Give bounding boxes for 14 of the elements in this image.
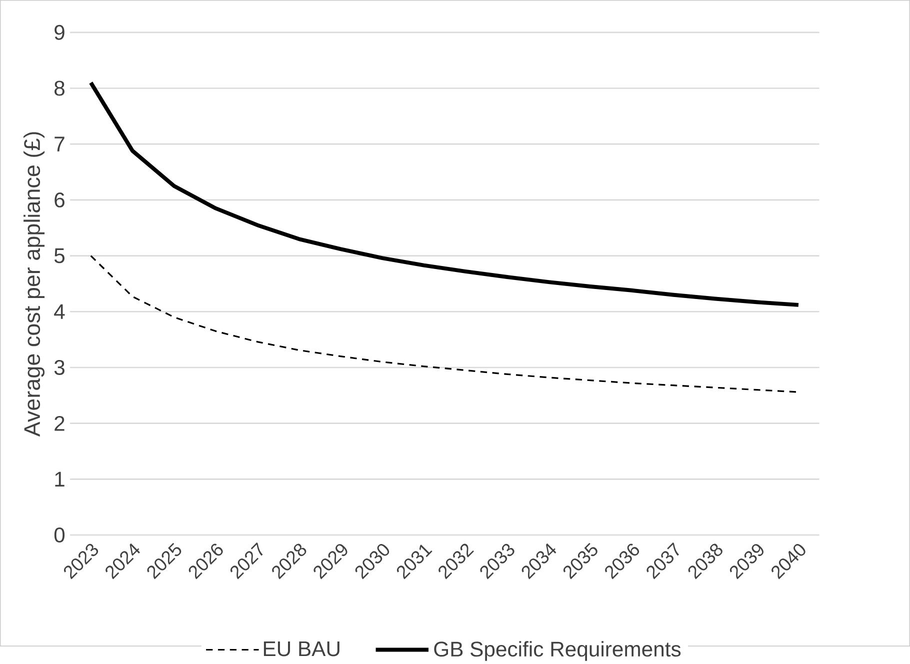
y-tick-label: 1 <box>55 472 64 487</box>
legend-label: GB Specific Requirements <box>434 641 681 661</box>
y-tick-label: 6 <box>54 192 64 208</box>
y-tick-label: 7 <box>54 136 64 152</box>
y-tick-label: 3 <box>54 360 64 376</box>
y-axis-title: Average cost per appliance (£) <box>24 132 45 437</box>
line-series <box>88 80 800 308</box>
y-tick-label: 0 <box>54 528 65 543</box>
y-tick-label: 2 <box>54 416 64 431</box>
y-tick-label: 5 <box>54 248 64 264</box>
y-tick-label: 4 <box>54 304 65 320</box>
y-tick-label: 9 <box>54 25 64 40</box>
legend-label: EU BAU <box>264 642 340 656</box>
y-tick-label: 8 <box>54 80 64 96</box>
